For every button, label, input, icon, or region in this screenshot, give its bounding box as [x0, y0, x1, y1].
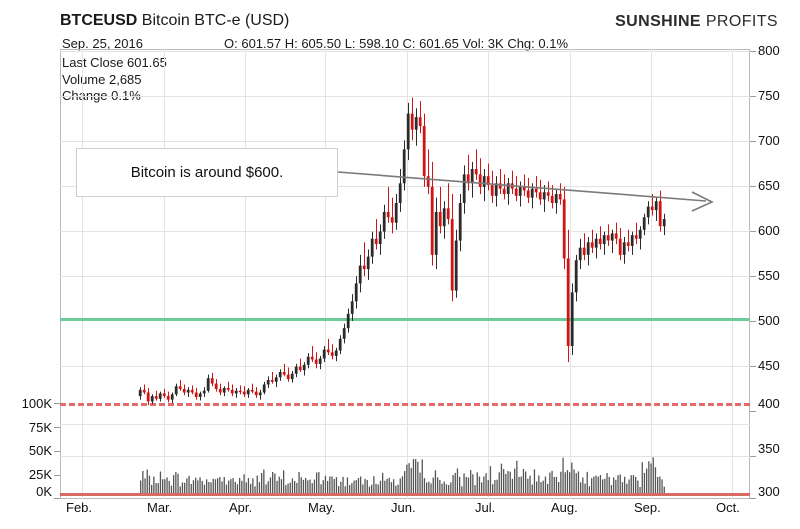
price-axis-label: 600: [758, 223, 780, 238]
price-axis-label: 300: [758, 484, 780, 499]
volume-gridline: [60, 424, 750, 425]
price-tick: [750, 411, 756, 412]
gridline-horizontal: [60, 366, 750, 367]
gridline-horizontal: [60, 231, 750, 232]
ohlc-readout: O: 601.57 H: 605.50 L: 598.10 C: 601.65 …: [224, 36, 569, 51]
volume-axis-label: 25K: [28, 467, 52, 482]
price-axis-label: 350: [758, 441, 780, 456]
volume-tick: [54, 427, 60, 428]
price-axis-label: 800: [758, 43, 780, 58]
gridline-vertical: [164, 49, 165, 499]
price-axis-label: 550: [758, 268, 780, 283]
plot-area: [54, 49, 756, 499]
volume-axis-label: 0K: [36, 484, 52, 499]
gridline-horizontal: [60, 456, 750, 457]
gridline-vertical: [407, 49, 408, 499]
volume-tick: [54, 498, 60, 499]
last-close-value: Last Close 601.65: [62, 55, 167, 70]
volume-baseline: [60, 493, 750, 496]
x-axis-label: Feb.: [66, 500, 93, 515]
quote-info-box: Last Close 601.65 Volume 2,685 Change 0.…: [62, 55, 167, 105]
price-axis-label: 400: [758, 396, 780, 411]
gridline-vertical: [325, 49, 326, 499]
x-axis-label: Sep.: [634, 500, 661, 515]
annotation-callout: Bitcoin is around $600.: [76, 148, 338, 197]
chart-title: BTCEUSD Bitcoin BTC-e (USD): [60, 12, 289, 30]
volume-axis-label: 75K: [28, 420, 52, 435]
chart-date: Sep. 25, 2016: [62, 36, 143, 51]
gridline-vertical: [651, 49, 652, 499]
x-axis-label: Aug.: [551, 500, 578, 515]
x-axis-label: Jun.: [391, 500, 416, 515]
support-line-500: [60, 318, 750, 321]
resistance-line-400-dashed: [60, 403, 750, 406]
price-tick: [750, 96, 756, 97]
x-axis-label: Mar.: [147, 500, 173, 515]
plot-border-bottom: [60, 498, 750, 499]
plot-border-top: [60, 49, 750, 50]
price-tick: [750, 51, 756, 52]
volume-tick: [54, 403, 60, 404]
volume-axis-label: 50K: [28, 443, 52, 458]
volume-tick: [54, 451, 60, 452]
gridline-vertical: [570, 49, 571, 499]
brand-logo-light: PROFITS: [705, 13, 778, 30]
price-tick: [750, 186, 756, 187]
x-axis-label: May.: [308, 500, 336, 515]
brand-logo-bold: SUNSHINE: [615, 13, 701, 30]
gridline-horizontal: [60, 51, 750, 52]
price-tick: [750, 141, 756, 142]
x-axis-label: Jul.: [475, 500, 496, 515]
gridline-vertical: [732, 49, 733, 499]
chart-instrument: Bitcoin BTC-e (USD): [141, 12, 290, 29]
price-tick: [750, 366, 756, 367]
price-tick: [750, 276, 756, 277]
gridline-horizontal: [60, 141, 750, 142]
price-axis-label: 500: [758, 313, 780, 328]
price-axis-label: 450: [758, 358, 780, 373]
price-tick: [750, 321, 756, 322]
price-axis-label: 750: [758, 88, 780, 103]
gridline-vertical: [82, 49, 83, 499]
volume-tick: [54, 475, 60, 476]
plot-border-left: [60, 49, 61, 499]
change-value: Change 0.1%: [62, 88, 141, 103]
volume-value: Volume 2,685: [62, 71, 142, 87]
x-axis-label: Oct.: [716, 500, 740, 515]
volume-axis-label: 100K: [21, 396, 52, 411]
plot-border-right: [749, 49, 750, 499]
gridline-vertical: [245, 49, 246, 499]
brand-logo: SUNSHINE PROFITS: [615, 13, 778, 31]
gridline-vertical: [488, 49, 489, 499]
x-axis-label: Apr.: [229, 500, 253, 515]
price-tick: [750, 231, 756, 232]
price-axis-label: 650: [758, 178, 780, 193]
chart-symbol: BTCEUSD: [60, 12, 138, 29]
price-axis-label: 700: [758, 133, 780, 148]
price-tick: [750, 456, 756, 457]
gridline-horizontal: [60, 96, 750, 97]
annotation-text: Bitcoin is around $600.: [130, 164, 284, 181]
price-tick: [750, 498, 756, 499]
gridline-horizontal: [60, 276, 750, 277]
